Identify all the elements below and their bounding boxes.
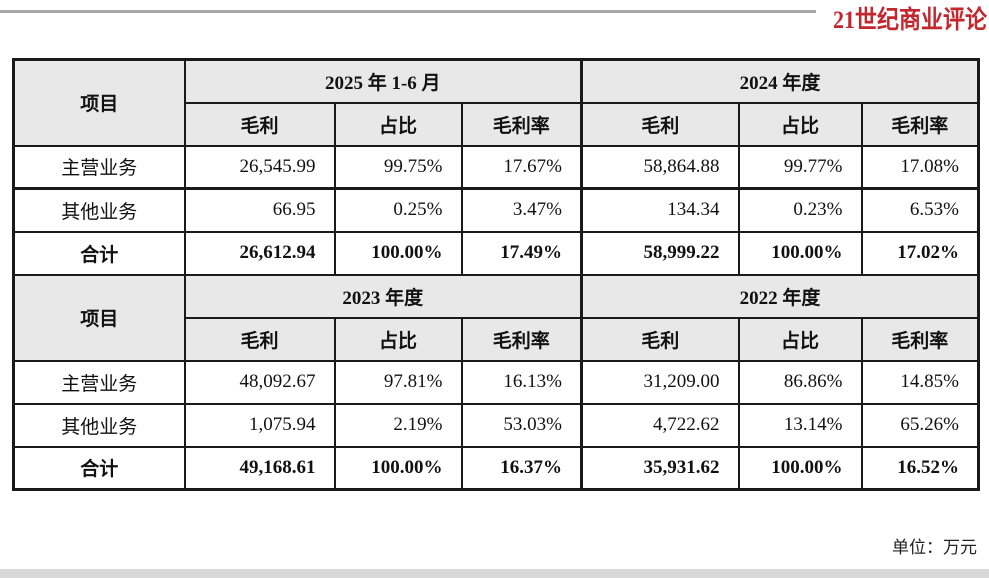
table-cell: 17.08% xyxy=(860,144,980,190)
table-cell: 13.14% xyxy=(737,402,863,448)
table-cell: 26,612.94 xyxy=(183,230,336,276)
period-header-2023: 2023 年度 xyxy=(183,273,583,319)
subheader-margin: 毛利率 xyxy=(860,316,980,362)
row-label: 其他业务 xyxy=(12,402,186,448)
table-cell: 16.13% xyxy=(460,359,583,405)
table-cell: 35,931.62 xyxy=(580,445,740,491)
table-cell: 4,722.62 xyxy=(580,402,740,448)
table-cell: 66.95 xyxy=(183,187,336,233)
period-header-2022: 2022 年度 xyxy=(580,273,980,319)
table-cell: 26,545.99 xyxy=(183,144,336,190)
subheader-gross-profit: 毛利 xyxy=(183,316,336,362)
period-header-row: 项目 2025 年 1-6 月 2024 年度 xyxy=(12,58,980,147)
subheader-gross-profit: 毛利 xyxy=(580,316,740,362)
table-cell: 14.85% xyxy=(860,359,980,405)
subheader-gross-profit: 毛利 xyxy=(580,101,740,147)
publication-logo: 21世纪商业评论 xyxy=(832,7,987,34)
period-header-row: 项目 2023 年度 2022 年度 xyxy=(12,273,980,362)
table-cell: 58,999.22 xyxy=(580,230,740,276)
row-total: 合计 49,168.61 100.00% 16.37% 35,931.62 10… xyxy=(12,445,980,491)
table-cell: 48,092.67 xyxy=(183,359,336,405)
table-cell: 100.00% xyxy=(737,230,863,276)
table-cell: 16.52% xyxy=(860,445,980,491)
row-main-business: 主营业务 48,092.67 97.81% 16.13% 31,209.00 8… xyxy=(12,359,980,405)
table-cell: 97.81% xyxy=(333,359,463,405)
subheader-margin: 毛利率 xyxy=(460,316,583,362)
table-cell: 16.37% xyxy=(460,445,583,491)
table-cell: 100.00% xyxy=(333,230,463,276)
item-column-header: 项目 xyxy=(12,273,186,362)
unit-note: 单位：万元 xyxy=(892,538,977,557)
table-cell: 6.53% xyxy=(860,187,980,233)
item-column-header: 项目 xyxy=(12,58,186,147)
table-cell: 86.86% xyxy=(737,359,863,405)
row-label: 合计 xyxy=(12,230,186,276)
row-other-business: 其他业务 66.95 0.25% 3.47% 134.34 0.23% 6.53… xyxy=(12,187,980,233)
table-cell: 17.02% xyxy=(860,230,980,276)
row-main-business: 主营业务 26,545.99 99.75% 17.67% 58,864.88 9… xyxy=(12,144,980,190)
table-cell: 2.19% xyxy=(333,402,463,448)
table-cell: 1,075.94 xyxy=(183,402,336,448)
subheader-row: 毛利 占比 毛利率 毛利 占比 毛利率 xyxy=(14,316,980,362)
table-cell: 100.00% xyxy=(737,445,863,491)
table-cell: 65.26% xyxy=(860,402,980,448)
table-cell: 17.67% xyxy=(460,144,583,190)
table-cell: 134.34 xyxy=(580,187,740,233)
subheader-share: 占比 xyxy=(333,101,463,147)
table-cell: 100.00% xyxy=(333,445,463,491)
table-cell: 0.25% xyxy=(333,187,463,233)
table-cell: 53.03% xyxy=(460,402,583,448)
subheader-gross-profit: 毛利 xyxy=(183,101,336,147)
table-cell: 99.77% xyxy=(737,144,863,190)
table-cell: 31,209.00 xyxy=(580,359,740,405)
table-cell: 0.23% xyxy=(737,187,863,233)
table-cell: 58,864.88 xyxy=(580,144,740,190)
subheader-share: 占比 xyxy=(333,316,463,362)
header-divider-line xyxy=(0,10,816,13)
row-label: 其他业务 xyxy=(12,187,186,233)
row-label: 主营业务 xyxy=(12,144,186,190)
gross-profit-table: 项目 2025 年 1-6 月 2024 年度 毛利 占比 毛利率 毛利 占比 … xyxy=(12,58,980,491)
table-cell: 17.49% xyxy=(460,230,583,276)
subheader-margin: 毛利率 xyxy=(460,101,583,147)
row-label: 合计 xyxy=(12,445,186,491)
subheader-share: 占比 xyxy=(737,101,863,147)
row-other-business: 其他业务 1,075.94 2.19% 53.03% 4,722.62 13.1… xyxy=(12,402,980,448)
subheader-row: 毛利 占比 毛利率 毛利 占比 毛利率 xyxy=(14,101,980,147)
table-cell: 3.47% xyxy=(460,187,583,233)
table-cell: 99.75% xyxy=(333,144,463,190)
row-label: 主营业务 xyxy=(12,359,186,405)
table-cell: 49,168.61 xyxy=(183,445,336,491)
period-header-2024: 2024 年度 xyxy=(580,58,980,104)
period-header-2025: 2025 年 1-6 月 xyxy=(183,58,583,104)
row-total: 合计 26,612.94 100.00% 17.49% 58,999.22 10… xyxy=(12,230,980,276)
subheader-margin: 毛利率 xyxy=(860,101,980,147)
subheader-share: 占比 xyxy=(737,316,863,362)
bottom-divider-bar xyxy=(0,569,989,578)
